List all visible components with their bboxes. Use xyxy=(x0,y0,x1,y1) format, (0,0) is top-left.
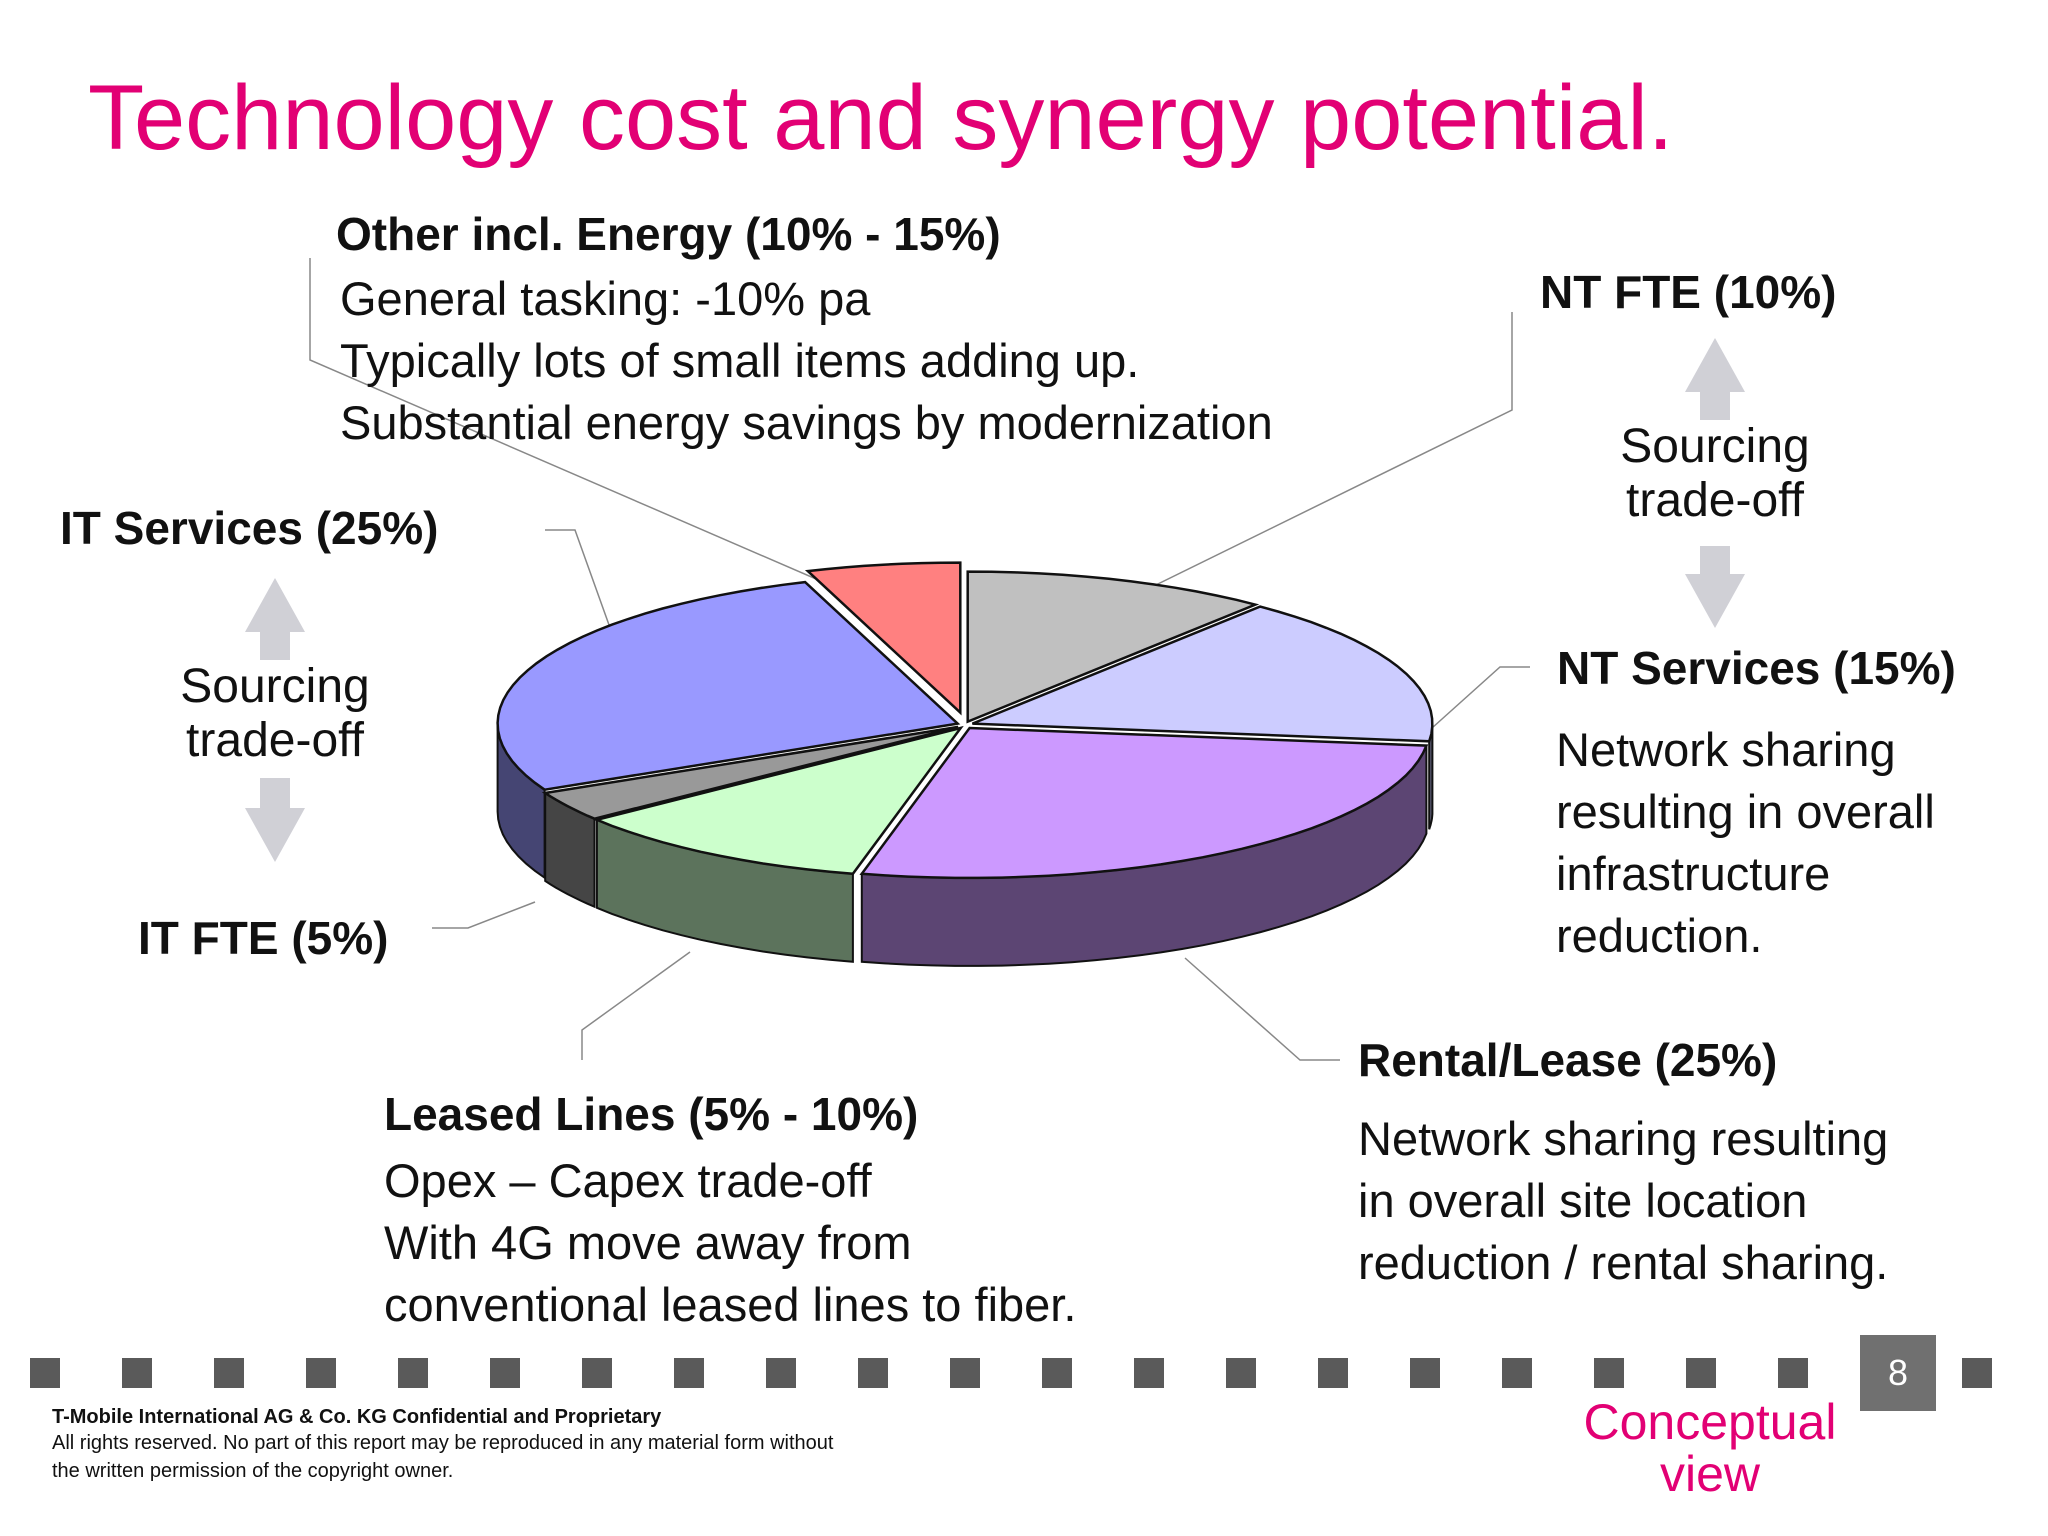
note-line: Opex – Capex trade-off xyxy=(384,1154,872,1207)
divider-square xyxy=(214,1358,244,1388)
divider-square xyxy=(1686,1358,1716,1388)
note-other: General tasking: -10% pa Typically lots … xyxy=(340,268,1273,454)
note-line: infrastructure xyxy=(1556,847,1831,900)
divider-square xyxy=(1778,1358,1808,1388)
note-line: Network sharing resulting xyxy=(1358,1112,1889,1165)
label-leased: Leased Lines (5% - 10%) xyxy=(384,1088,919,1140)
label-other: Other incl. Energy (10% - 15%) xyxy=(336,208,1001,260)
note-rental: Network sharing resulting in overall sit… xyxy=(1358,1108,1888,1294)
pie-slice xyxy=(971,605,1434,743)
sourcing-text-left: Sourcing trade-off xyxy=(160,660,390,768)
label-it-services: IT Services (25%) xyxy=(60,502,439,554)
note-line: Substantial energy savings by modernizat… xyxy=(340,396,1273,449)
leader-line-nt-fte xyxy=(1104,312,1513,611)
label-nt-fte: NT FTE (10%) xyxy=(1540,266,1837,318)
divider-square xyxy=(1134,1358,1164,1388)
leader-line-it-fte xyxy=(432,901,536,929)
pie-slice xyxy=(859,726,1429,880)
pie-slice xyxy=(496,580,961,792)
leader-lines xyxy=(309,258,1530,1061)
divider-square xyxy=(1042,1358,1072,1388)
divider-square xyxy=(766,1358,796,1388)
divider-square xyxy=(950,1358,980,1388)
label-nt-services: NT Services (15%) xyxy=(1557,642,1956,694)
divider-square xyxy=(122,1358,152,1388)
page-number: 8 xyxy=(1860,1335,1936,1411)
divider-square xyxy=(398,1358,428,1388)
leader-line-it-services xyxy=(545,529,619,651)
divider-square xyxy=(1226,1358,1256,1388)
note-line: Typically lots of small items adding up. xyxy=(340,334,1140,387)
note-line: reduction / rental sharing. xyxy=(1358,1236,1889,1289)
divider-square xyxy=(1962,1358,1992,1388)
conceptual-line: Conceptual xyxy=(1583,1394,1837,1450)
divider-square xyxy=(1594,1358,1624,1388)
pie-slice xyxy=(541,725,959,821)
divider-square xyxy=(30,1358,60,1388)
sourcing-arrow-right xyxy=(1685,338,1745,628)
leader-line-other xyxy=(309,258,861,599)
sourcing-text-right: Sourcing trade-off xyxy=(1600,420,1830,528)
footer-company: T-Mobile International AG & Co. KG Confi… xyxy=(52,1406,662,1428)
note-line: Network sharing xyxy=(1556,723,1896,776)
footer: T-Mobile International AG & Co. KG Confi… xyxy=(52,1406,833,1485)
footer-rights-2: the written permission of the copyright … xyxy=(52,1460,454,1482)
conceptual-view: Conceptual view xyxy=(1560,1396,1860,1500)
label-rental: Rental/Lease (25%) xyxy=(1358,1034,1778,1086)
sourcing-line: trade-off xyxy=(1626,474,1804,527)
note-line: in overall site location xyxy=(1358,1174,1808,1227)
conceptual-line: view xyxy=(1659,1446,1761,1502)
leader-line-rental xyxy=(1184,957,1340,1061)
pie-slices xyxy=(496,561,1434,967)
page-title: Technology cost and synergy potential. xyxy=(88,67,1674,169)
sourcing-line: trade-off xyxy=(186,714,364,767)
note-line: resulting in overall xyxy=(1556,785,1935,838)
leader-line-nt-services xyxy=(1431,666,1530,729)
note-line: reduction. xyxy=(1556,909,1763,962)
footer-rights-1: All rights reserved. No part of this rep… xyxy=(52,1432,834,1454)
note-line: With 4G move away from xyxy=(384,1216,912,1269)
pie-slice xyxy=(804,561,962,716)
sourcing-line: Sourcing xyxy=(1620,420,1810,473)
divider-square xyxy=(858,1358,888,1388)
label-it-fte: IT FTE (5%) xyxy=(138,912,389,964)
note-nt-services: Network sharing resulting in overall inf… xyxy=(1556,719,1935,967)
divider-square xyxy=(1410,1358,1440,1388)
divider-square xyxy=(674,1358,704,1388)
divider-square xyxy=(490,1358,520,1388)
pie-slice xyxy=(592,725,964,876)
sourcing-line: Sourcing xyxy=(180,660,370,713)
pie-slice xyxy=(966,570,1260,724)
sourcing-arrow-left xyxy=(245,578,305,862)
note-line: conventional leased lines to fiber. xyxy=(384,1278,1077,1331)
divider-square xyxy=(1502,1358,1532,1388)
divider-square xyxy=(306,1358,336,1388)
divider-square xyxy=(1318,1358,1348,1388)
note-line: General tasking: -10% pa xyxy=(340,272,871,325)
divider-square xyxy=(582,1358,612,1388)
note-leased: Opex – Capex trade-off With 4G move away… xyxy=(384,1150,1076,1336)
leader-line-leased xyxy=(581,951,691,1060)
footer-divider xyxy=(30,1358,1992,1388)
